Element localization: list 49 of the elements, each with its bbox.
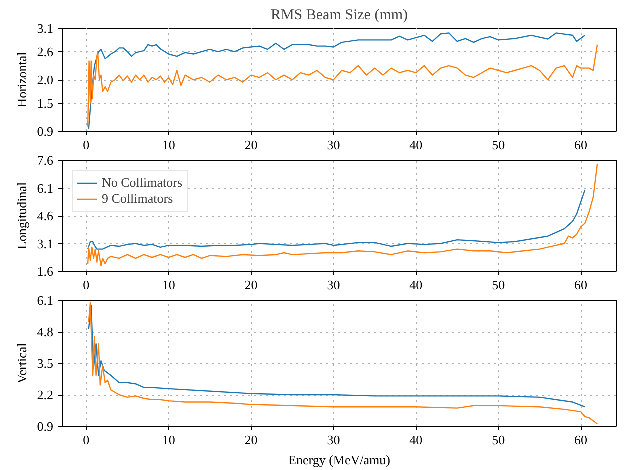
legend-label: 9 Collimators <box>102 191 174 207</box>
x-tick-label: 10 <box>162 278 176 292</box>
line-series <box>88 32 586 130</box>
y-tick-label: 7.6 <box>37 153 54 168</box>
y-tick-label: 0.9 <box>37 124 54 139</box>
x-tick-label: 50 <box>492 278 506 292</box>
y-tick-label: 6.1 <box>37 293 54 308</box>
line-series <box>88 302 598 425</box>
x-tick-label: 60 <box>574 138 588 152</box>
x-tick-label: 60 <box>574 278 588 292</box>
y-tick-label: 3.5 <box>37 356 54 371</box>
y-tick-label: 1.6 <box>37 264 54 279</box>
y-tick-label: 4.8 <box>37 324 54 340</box>
x-tick-label: 10 <box>162 138 176 152</box>
x-tick-label: 20 <box>244 138 258 152</box>
chart-title: RMS Beam Size (mm) <box>270 8 408 24</box>
x-tick-label: 20 <box>244 278 258 292</box>
x-tick-label: 50 <box>492 138 506 152</box>
x-tick-label: 40 <box>410 278 423 292</box>
y-axis-title: Vertical <box>14 342 30 384</box>
y-tick-label: 6.1 <box>37 180 54 196</box>
x-tick-label: 0 <box>83 278 90 292</box>
x-tick-label: 0 <box>83 138 90 152</box>
line-series <box>88 304 586 408</box>
y-tick-label: 0.9 <box>37 419 54 434</box>
y-tick-label: 3.1 <box>37 21 54 36</box>
line-series <box>87 190 586 250</box>
x-tick-label: 40 <box>410 432 423 448</box>
line-series <box>87 164 598 267</box>
x-tick-label: 30 <box>327 432 340 448</box>
x-tick-label: 60 <box>574 432 588 448</box>
line-series <box>87 44 598 128</box>
x-tick-label: 30 <box>327 138 340 152</box>
y-tick-label: 2.0 <box>37 72 54 88</box>
x-axis-title: Energy (MeV/amu) <box>288 452 390 468</box>
legend-label: No Collimators <box>102 175 183 191</box>
x-tick-label: 20 <box>244 432 258 448</box>
y-axis-title: Horizontal <box>14 52 30 108</box>
x-tick-label: 0 <box>83 432 90 448</box>
x-tick-label: 10 <box>162 432 176 448</box>
y-tick-label: 1.5 <box>37 96 54 111</box>
y-tick-label: 3.1 <box>37 236 54 252</box>
y-axis-title: Longitudinal <box>14 182 30 250</box>
y-tick-label: 2.2 <box>37 388 54 402</box>
y-tick-label: 2.6 <box>37 44 54 60</box>
x-tick-label: 30 <box>327 278 340 292</box>
y-tick-label: 4.6 <box>37 208 54 224</box>
x-tick-label: 40 <box>410 138 423 152</box>
x-tick-label: 50 <box>492 432 506 448</box>
